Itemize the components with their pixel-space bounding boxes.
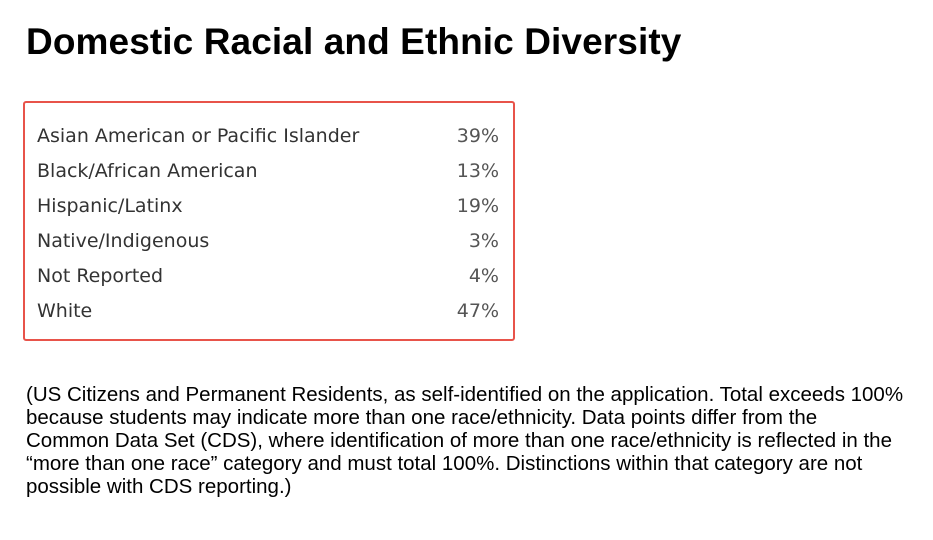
diversity-table: Asian American or Pacific Islander 39% Bla… [23, 101, 515, 341]
table-row: White 47% [37, 294, 499, 328]
row-value: 47% [456, 300, 499, 322]
row-value: 4% [468, 265, 499, 287]
row-value: 3% [468, 230, 499, 252]
row-label: Native/Indigenous [37, 230, 210, 252]
footnote: (US Citizens and Permanent Residents, as… [26, 383, 904, 498]
table-row: Hispanic/Latinx 19% [37, 189, 499, 223]
row-value: 13% [456, 160, 499, 182]
table-row: Not Reported 4% [37, 259, 499, 293]
row-label: Hispanic/Latinx [37, 195, 183, 217]
row-label: Black/African American [37, 160, 258, 182]
table-rows: Asian American or Pacific Islander 39% Bla… [25, 103, 513, 339]
page-title: Domestic Racial and Ethnic Diversity [26, 21, 682, 62]
table-row: Black/African American 13% [37, 154, 499, 188]
row-value: 39% [456, 125, 499, 147]
table-row: Asian American or Pacific Islander 39% [37, 119, 499, 153]
table-row: Native/Indigenous 3% [37, 224, 499, 258]
row-label: Asian American or Pacific Islander [37, 125, 360, 147]
row-label: White [37, 300, 93, 322]
row-value: 19% [456, 195, 499, 217]
row-label: Not Reported [37, 265, 164, 287]
